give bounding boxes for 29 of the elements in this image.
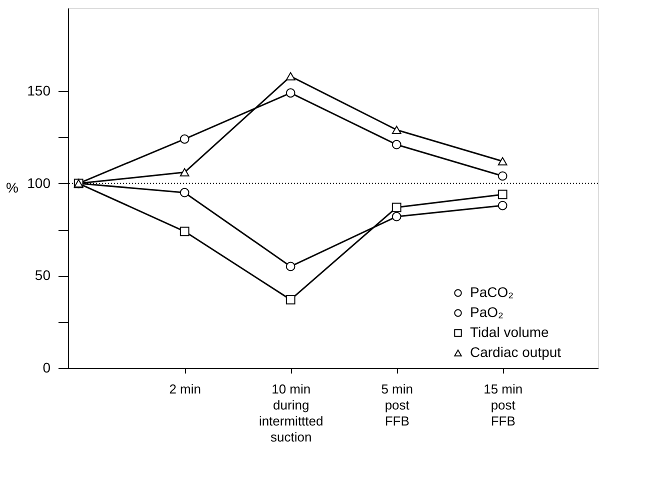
point (180, 134, 190, 144)
point (180, 188, 190, 198)
x-tick-label: 5 min post FFB (381, 382, 413, 428)
legend-label: Tidal volume (470, 324, 550, 340)
point (498, 190, 508, 200)
point (180, 226, 190, 236)
x-tick-label: 15 min post FFB (484, 382, 523, 428)
x-tick-label: 2 min (169, 382, 201, 396)
point (498, 171, 508, 181)
point (392, 202, 402, 212)
point (392, 140, 402, 150)
y-axis-title: % (6, 180, 18, 196)
point (286, 88, 296, 98)
point (498, 200, 508, 210)
point (286, 72, 296, 80)
y-tick-label: 0 (42, 360, 51, 376)
point (392, 126, 402, 134)
x-tick-label: 10 min during intermittted suction (258, 382, 324, 444)
y-tick-label: 50 (34, 267, 51, 284)
legend-label: PaCO₂ (470, 284, 514, 300)
point (286, 295, 296, 304)
legend-label: Cardiac output (470, 344, 562, 360)
point (392, 212, 402, 222)
y-tick-label: 150 (27, 82, 51, 99)
legend-label: PaO₂ (470, 304, 504, 320)
point (180, 168, 190, 176)
y-tick-label: 100 (27, 174, 51, 191)
point (286, 262, 296, 272)
point (498, 157, 508, 166)
